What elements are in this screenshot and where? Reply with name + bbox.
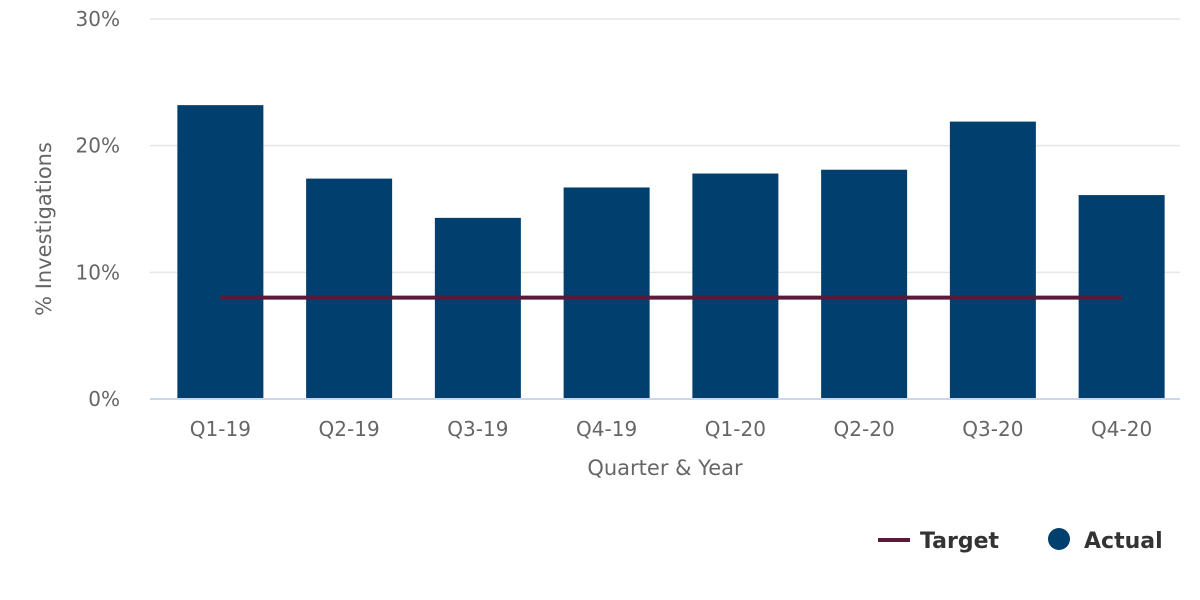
axes: 0% 10% 20% 30% Q1-19 Q2-19 Q3-19 Q4-19 Q1-20 Q2-2… (76, 7, 1180, 441)
y-tick-label: 20% (76, 134, 120, 158)
x-axis-title: Quarter & Year (587, 456, 743, 480)
y-tick-label: 30% (76, 7, 120, 31)
bar-Q2-20[interactable] (821, 169, 908, 399)
x-tick-label: Q2-20 (834, 417, 895, 441)
legend-circle-icon (1048, 528, 1070, 550)
legend-item-target[interactable]: Target (878, 529, 1000, 554)
bar-Q1-20[interactable] (692, 173, 779, 399)
bar-Q3-19[interactable] (434, 217, 521, 399)
bar-Q2-19[interactable] (306, 178, 393, 399)
legend[interactable]: Target Actual (878, 528, 1163, 554)
y-tick-label: 10% (76, 260, 120, 284)
bar-Q3-20[interactable] (949, 121, 1036, 399)
y-axis-title: % Investigations (32, 142, 56, 316)
bar-series-actual (177, 105, 1165, 399)
x-tick-label: Q1-20 (705, 417, 766, 441)
x-tick-label: Q4-20 (1091, 417, 1152, 441)
x-tick-label: Q2-19 (319, 417, 380, 441)
x-tick-label: Q3-20 (962, 417, 1023, 441)
bar-Q4-19[interactable] (563, 187, 650, 399)
legend-label-actual: Actual (1084, 529, 1163, 554)
x-tick-label: Q4-19 (576, 417, 637, 441)
legend-label-target: Target (920, 529, 1000, 554)
x-tick-label: Q3-19 (447, 417, 508, 441)
bar-Q1-19[interactable] (177, 105, 264, 399)
x-tick-label: Q1-19 (190, 417, 251, 441)
legend-item-actual[interactable]: Actual (1048, 528, 1163, 554)
y-tick-label: 0% (88, 387, 120, 411)
